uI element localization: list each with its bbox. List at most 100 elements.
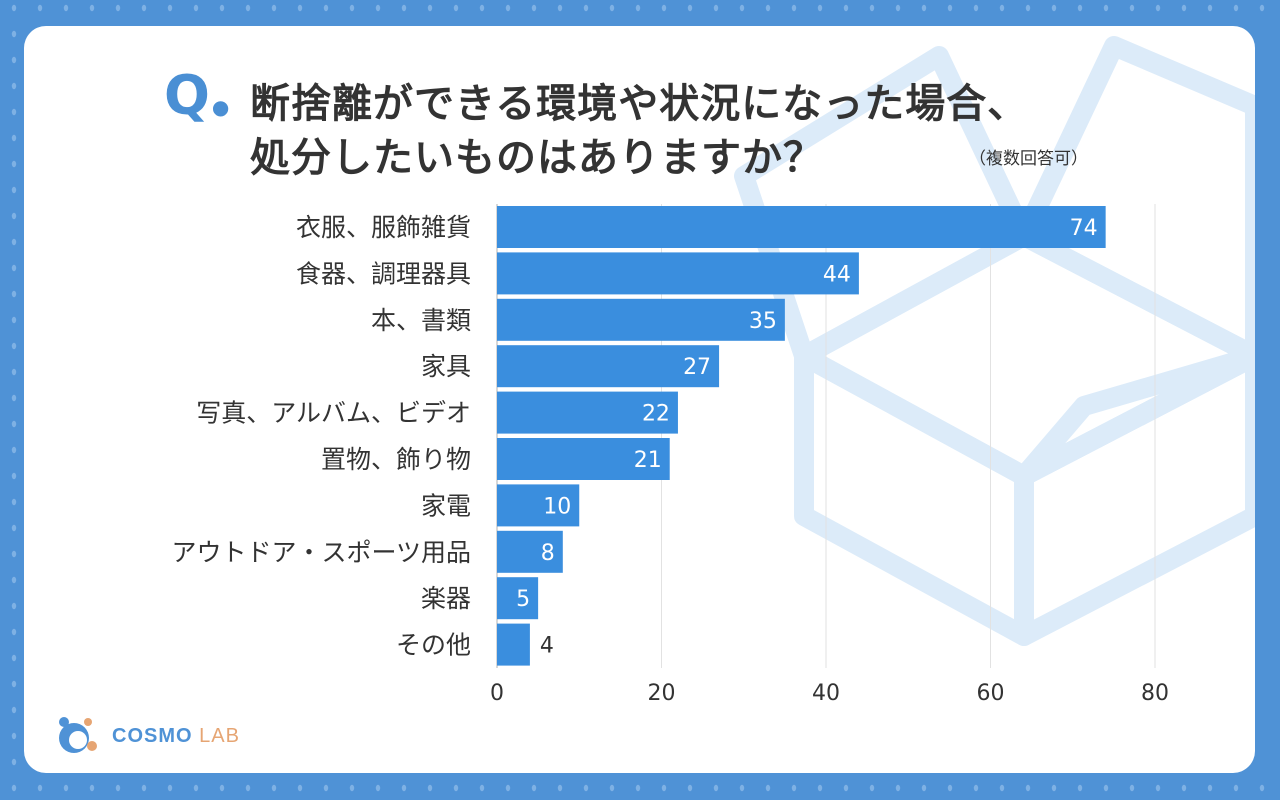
frame-dot (635, 4, 641, 12)
frame-dot (11, 342, 17, 350)
frame-dot (921, 4, 927, 12)
x-tick-label: 0 (490, 681, 504, 706)
frame-dot (817, 4, 823, 12)
frame-dot (11, 446, 17, 454)
frame-dot (479, 4, 485, 12)
frame-dot (11, 4, 17, 12)
frame-dot (1155, 784, 1161, 792)
bar (497, 623, 530, 666)
card: Q ● 断捨離ができる環境や状況になった場合、 処分したいものはありますか？ （複… (24, 26, 1255, 773)
x-tick-label: 60 (977, 681, 1005, 706)
frame-dot (1077, 4, 1083, 12)
frame-dot (11, 56, 17, 64)
bar (497, 530, 563, 573)
frame-dot (791, 784, 797, 792)
value-label: 27 (683, 355, 711, 380)
value-label: 21 (634, 448, 662, 473)
frame-dot (1025, 784, 1031, 792)
logo-text: COSMO LAB (112, 725, 240, 748)
x-tick-label: 80 (1141, 681, 1169, 706)
frame-dot (869, 784, 875, 792)
frame-dot (11, 108, 17, 116)
frame-dot (375, 784, 381, 792)
frame-dot (687, 4, 693, 12)
value-label: 22 (642, 402, 670, 427)
frame-dot (11, 134, 17, 142)
frame-dot (11, 550, 17, 558)
category-label: 衣服、服飾雑貨 (296, 213, 471, 242)
frame-dot (11, 732, 17, 740)
frame-dot (37, 4, 43, 12)
frame-dot (11, 420, 17, 428)
value-labels: 74 44 35 27 22 21 10 854 (516, 216, 1098, 659)
frame-dot (453, 4, 459, 12)
category-label: 写真、アルバム、ビデオ (196, 399, 471, 428)
frame-dot (1155, 4, 1161, 12)
x-axis-ticks: 0 20 40 60 80 (490, 681, 1169, 706)
frame-dot (219, 4, 225, 12)
frame-dot (63, 4, 69, 12)
frame-dot (245, 784, 251, 792)
frame-dot (947, 4, 953, 12)
answer-note: （複数回答可） (969, 149, 1088, 169)
frame-dot (713, 784, 719, 792)
frame-dot (791, 4, 797, 12)
frame-dot (11, 680, 17, 688)
frame-dot (1207, 4, 1213, 12)
category-label: 食器、調理器具 (296, 259, 471, 288)
frame-dot (973, 4, 979, 12)
frame-dot (557, 784, 563, 792)
cosmo-lab-logo: COSMO LAB (52, 714, 240, 758)
value-label: 4 (540, 634, 554, 659)
frame-dot (11, 30, 17, 38)
x-tick-label: 40 (812, 681, 840, 706)
frame-dot (713, 4, 719, 12)
value-label: 5 (516, 587, 530, 612)
value-label: 8 (541, 541, 555, 566)
bar (497, 577, 539, 620)
frame-dot (11, 212, 17, 220)
frame-dot (11, 498, 17, 506)
frame-dot (297, 4, 303, 12)
frame-dot (973, 784, 979, 792)
frame-dot (1259, 784, 1265, 792)
frame-dot (765, 784, 771, 792)
frame-dot (11, 82, 17, 90)
frame-dot (1129, 784, 1135, 792)
bar-chart: 衣服、服飾雑貨食器、調理器具本、書類家具写真、アルバム、ビデオ置物、飾り物家電ア… (171, 204, 1169, 706)
frame-dot (895, 784, 901, 792)
frame-dot (11, 238, 17, 246)
question-mark-icon: Q ● (164, 64, 230, 127)
frame-dot (531, 784, 537, 792)
frame-dot (11, 394, 17, 402)
frame-dot (167, 4, 173, 12)
frame-dot (193, 4, 199, 12)
frame-dot (11, 160, 17, 168)
frame-dot (1051, 784, 1057, 792)
frame-dot (297, 784, 303, 792)
value-label: 74 (1070, 216, 1098, 241)
category-label: 家電 (421, 491, 471, 520)
frame-dot (427, 784, 433, 792)
frame-dot (1181, 784, 1187, 792)
bars (497, 206, 1106, 666)
frame-dot (11, 628, 17, 636)
frame-dot (89, 784, 95, 792)
frame-dot (193, 784, 199, 792)
category-label: 楽器 (421, 584, 471, 613)
cosmo-logo-icon (59, 717, 97, 753)
frame-dot (219, 784, 225, 792)
bar (497, 391, 678, 434)
frame-dot (11, 758, 17, 766)
x-tick-label: 20 (648, 681, 676, 706)
frame-dot (11, 524, 17, 532)
frame-dot (531, 4, 537, 12)
frame-dot (843, 4, 849, 12)
frame-dot (427, 4, 433, 12)
frame-dot (11, 706, 17, 714)
question-q: Q (164, 64, 210, 127)
frame-dot (609, 4, 615, 12)
frame-dot (11, 472, 17, 480)
frame-dot (115, 784, 121, 792)
